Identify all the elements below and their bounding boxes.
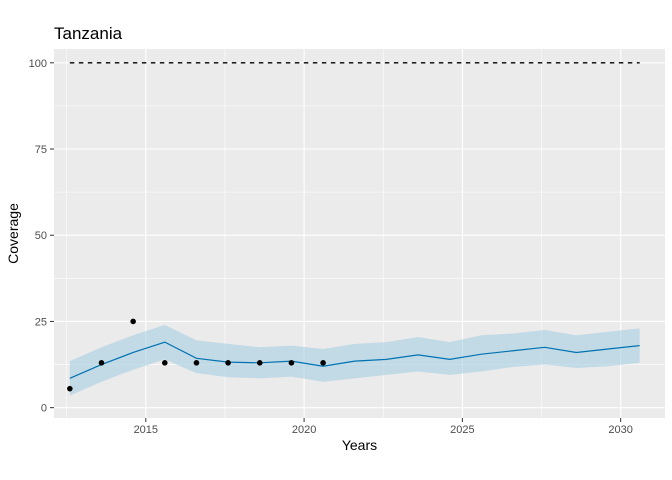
x-axis-title: Years [342,437,377,453]
confidence-ribbon [69,324,640,396]
y-tick-label: 75 [35,144,47,156]
y-tick-label: 0 [41,403,47,415]
data-point [256,360,263,366]
x-tick-label: 2015 [134,424,158,436]
data-point [193,360,200,366]
data-point [162,360,168,366]
y-tick-label: 50 [35,230,47,242]
x-tick-label: 2020 [292,424,316,436]
x-tick-label: 2030 [608,424,632,436]
minor-gridlines [54,49,665,418]
y-axis: 0 25 50 75 100 [29,58,54,415]
observed-points [67,318,326,392]
y-tick-label: 100 [29,58,47,70]
data-point [225,360,231,366]
data-point [288,360,295,366]
y-axis-title: Coverage [5,203,21,264]
x-axis: 2015 2020 2025 2030 [134,418,633,436]
estimate-line [69,341,640,379]
x-tick-label: 2025 [450,424,474,436]
data-point [320,360,326,366]
data-point [98,360,105,366]
data-point [67,385,73,392]
y-tick-label: 25 [35,316,47,328]
data-point [130,318,136,325]
chart-title: Tanzania [54,24,123,43]
